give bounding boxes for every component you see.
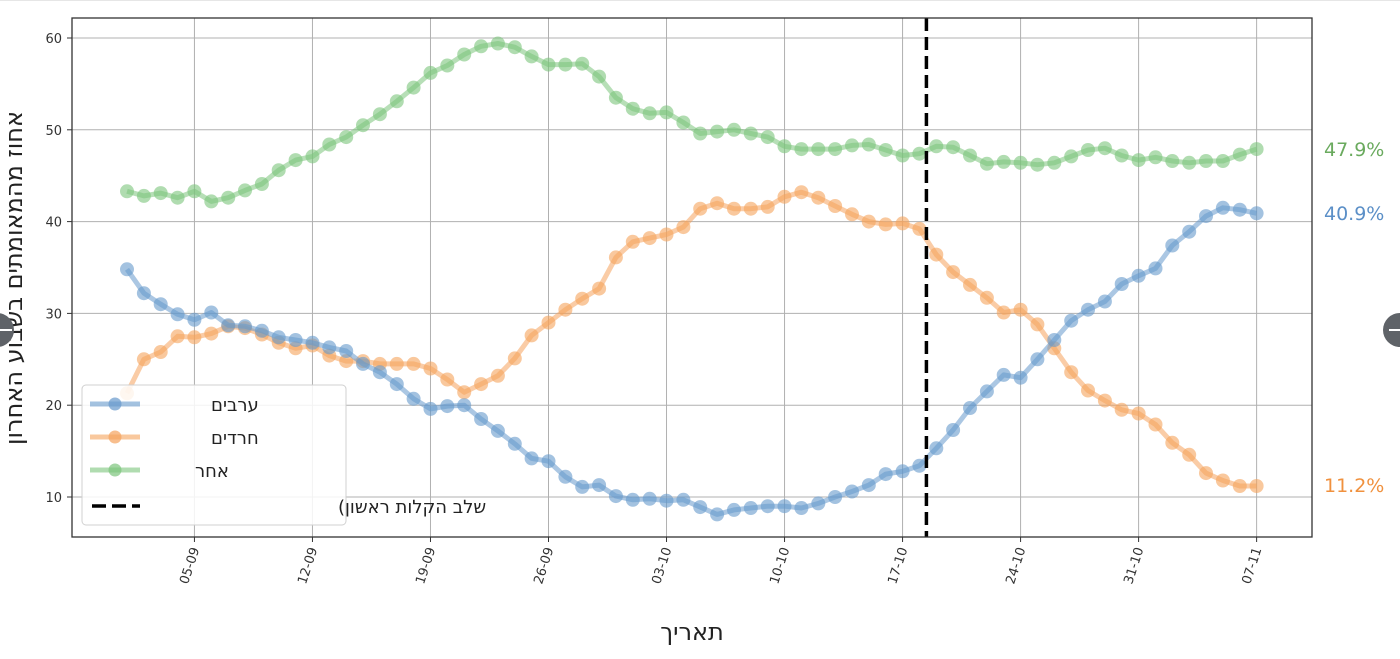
legend-label: חרדים [211,428,259,449]
legend: ערבים חרדים אחר שלב הקלות ראשון) [81,384,486,526]
legend-label: ערבים [211,395,259,416]
series-line [120,200,1264,522]
x-tick-label: 31-10 [1121,546,1147,587]
x-tick-label: 24-10 [1003,546,1029,587]
legend-marker-icon [108,463,122,477]
y-tick-label: 40 [45,216,62,231]
end-label-haredim: 11.2% [1324,475,1384,497]
x-tick-label: 19-09 [413,546,439,587]
x-tick-label: 26-09 [531,546,557,587]
y-tick-label: 20 [45,399,62,414]
legend-marker-icon [108,397,122,411]
x-tick-label: 03-10 [649,546,675,587]
series-line [120,36,1264,209]
legend-item-other: אחר [90,461,229,482]
y-tick-label: 10 [45,491,62,506]
y-axis-ticks: 10 20 30 40 50 60 [45,32,72,506]
legend-label: שלב הקלות ראשון) [338,497,486,518]
y-tick-label: 60 [45,32,62,47]
plot-frame [71,17,1313,538]
y-tick-label: 50 [45,124,62,139]
legend-box [81,384,347,526]
next-slide-button[interactable] [1383,313,1400,347]
x-tick-label: 17-10 [885,546,911,587]
x-tick-label: 10-10 [767,546,793,587]
x-tick-label: 12-09 [295,546,321,587]
legend-item-haredim: חרדים [90,428,259,449]
minus-icon [0,329,12,331]
legend-marker-icon [108,430,122,444]
top-border [0,0,1400,1]
y-axis-label: אחוז מהמאומתים בשבוע האחרון [0,111,28,445]
end-label-arabs: 40.9% [1324,203,1384,225]
y-tick-label: 30 [45,307,62,322]
x-axis-ticks: 05-09 12-09 19-09 26-09 03-10 10-10 17-10 24-10… [177,537,1265,586]
legend-item-arabs: ערבים [90,395,259,416]
x-tick-label: 07-11 [1239,546,1265,587]
previous-slide-button[interactable] [0,313,14,347]
legend-item-relief-stage: שלב הקלות ראשון) [92,497,486,518]
x-axis-label: תאריך [660,618,724,646]
series-layer [120,36,1264,522]
end-label-other: 47.9% [1324,139,1384,161]
legend-label: אחר [195,461,229,482]
minus-icon [1389,329,1400,331]
x-tick-label: 05-09 [177,546,203,587]
